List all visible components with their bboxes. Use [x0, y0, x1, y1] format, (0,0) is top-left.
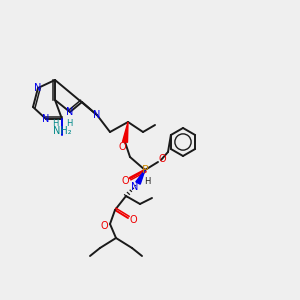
- Text: H: H: [144, 178, 150, 187]
- Polygon shape: [136, 170, 145, 184]
- Text: N: N: [131, 182, 139, 192]
- Text: N: N: [34, 83, 42, 93]
- Text: N: N: [93, 110, 101, 120]
- Text: NH₂: NH₂: [53, 126, 71, 136]
- Text: O: O: [121, 176, 129, 186]
- Text: O: O: [129, 215, 137, 225]
- Polygon shape: [122, 122, 128, 142]
- Text: N: N: [66, 107, 74, 117]
- Text: H: H: [66, 118, 72, 127]
- Text: P: P: [142, 165, 148, 175]
- Text: N: N: [42, 114, 50, 124]
- Text: O: O: [100, 221, 108, 231]
- Text: H: H: [52, 118, 58, 127]
- Text: O: O: [158, 154, 166, 164]
- Text: O: O: [118, 142, 126, 152]
